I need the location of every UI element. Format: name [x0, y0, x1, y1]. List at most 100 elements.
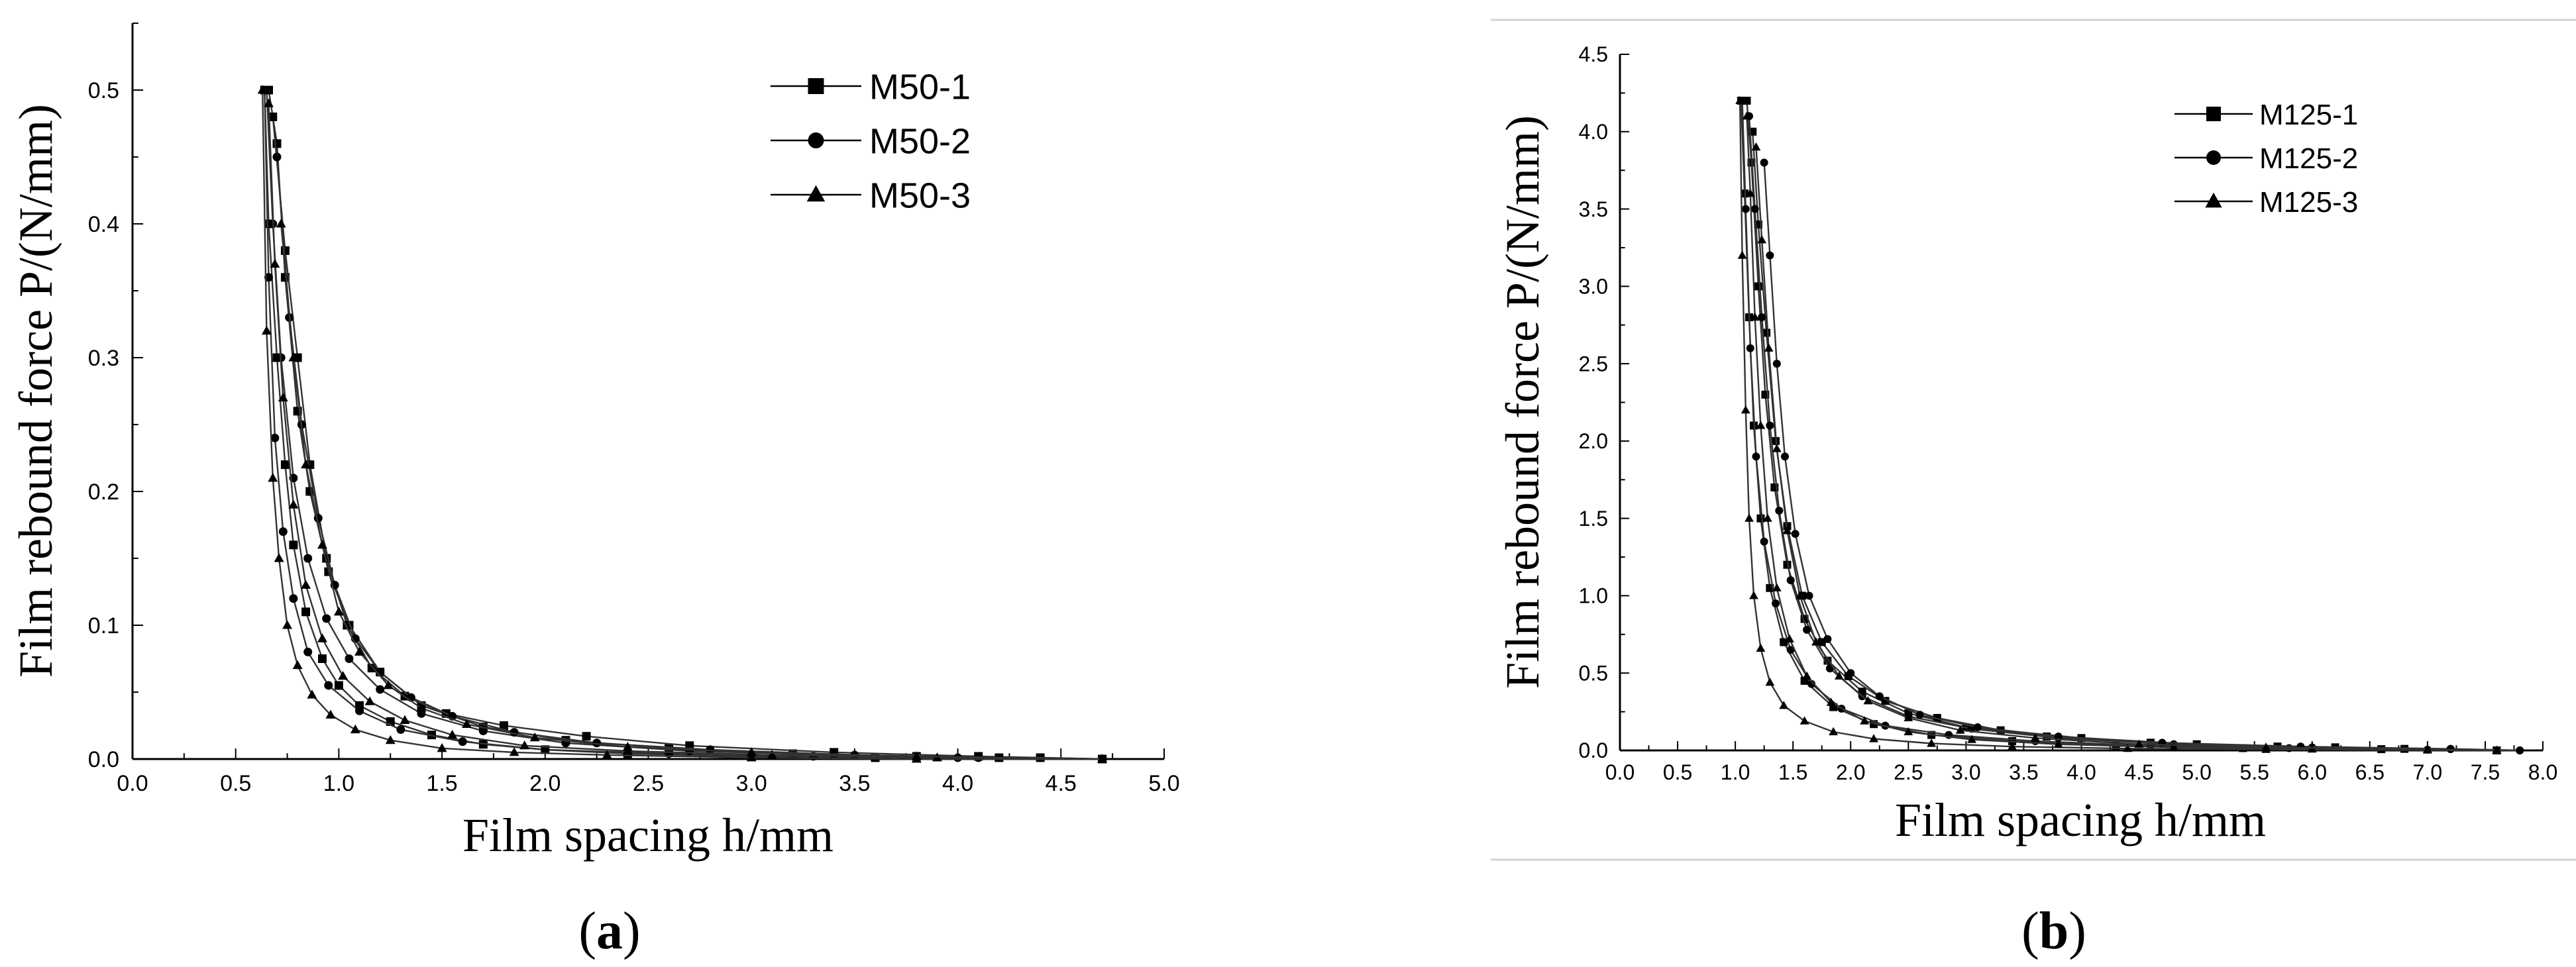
chart-b-series-1-point — [1780, 638, 1788, 646]
chart-b-series-3-point — [1802, 671, 1811, 680]
chart-b-x-tick-label: 2.0 — [1836, 760, 1865, 784]
chart-a-series-3-point — [317, 633, 327, 642]
chart-a-x-axis-title: Film spacing h/mm — [462, 809, 833, 862]
chart-a-series-3-point — [746, 752, 757, 762]
chart-a-series-2-point — [592, 738, 602, 748]
chart-b-legend-marker — [2206, 107, 2221, 121]
chart-a-series-2-point — [278, 527, 288, 536]
chart-a-series-2-point — [270, 433, 280, 442]
chart-b-x-tick-label: 0.0 — [1605, 760, 1635, 784]
chart-a-series-3-point — [301, 459, 311, 469]
chart-b-series-3-point — [1799, 716, 1809, 725]
chart-b-series-3-point — [1785, 634, 1794, 642]
chart-b-series-2-point — [1780, 452, 1789, 461]
chart-a-series-3-point — [746, 747, 757, 756]
chart-b-series-3-point — [1779, 701, 1789, 709]
chart-a-y-tick-label: 0.0 — [88, 747, 119, 772]
chart-b-x-axis-title: Film spacing h/mm — [1895, 793, 2266, 846]
chart-a-series-2-point — [303, 647, 313, 656]
chart-a-series-3-point — [268, 473, 278, 482]
chart-a-series-3-point — [437, 743, 447, 752]
chart-b-series-3-point — [1741, 405, 1750, 414]
chart-b-series-3-point — [2422, 744, 2432, 753]
chart-a-series-3-point — [292, 660, 303, 670]
chart-a-x-tick-label: 1.0 — [323, 771, 354, 796]
chart-b-panel-label: (b) — [2021, 902, 2086, 960]
chart-a-series-3-point — [333, 607, 344, 616]
chart-b-series-3-point — [1750, 312, 1760, 321]
chart-b-series-2-point — [1805, 591, 1813, 600]
chart-a-series-2-point — [706, 745, 715, 754]
chart-b-series-3-point — [1756, 643, 1766, 652]
chart-b-series-3-point — [1762, 513, 1772, 522]
chart-b-series-2-point — [1775, 506, 1784, 515]
chart-b-x-tick-label: 7.5 — [2471, 760, 2500, 784]
chart-a-series-1-point — [500, 721, 509, 730]
chart-a-series-3-point — [767, 750, 777, 759]
chart-a-series-3-point — [270, 258, 280, 268]
chart-a-series-3-point — [350, 724, 360, 734]
chart-b-series-2-point — [1766, 421, 1774, 430]
chart-b-series-2-point — [1760, 158, 1768, 167]
chart-b-series-3-point — [1782, 526, 1792, 534]
chart-b-series-1-point — [1754, 282, 1762, 291]
chart-b-series-3-point — [2261, 742, 2271, 751]
chart-a-series-2-point — [396, 725, 405, 735]
chart-b: 0.0 0.5 1.0 1.5 2.0 2.5 3.0 3.5 4.0 4.5 5.0 5.5 6.0 6… — [1496, 42, 2557, 960]
chart-b-y-tick-label: 1.5 — [1579, 507, 1608, 531]
chart-b-x-tick-label: 8.0 — [2528, 760, 2557, 784]
chart-b-y-tick-label: 4.5 — [1579, 42, 1608, 66]
chart-b-series-2-point — [1752, 452, 1760, 461]
chart-a-x-tick-label: 1.5 — [426, 771, 457, 796]
chart-a-series-2-point — [458, 737, 467, 746]
chart-b-series-3-point — [2053, 739, 2063, 748]
chart-a-series-3-point — [622, 742, 633, 751]
chart-b-series-3-point — [1749, 591, 1758, 599]
chart-b-series-2-point — [1847, 669, 1855, 678]
chart-a-legend-marker — [808, 132, 824, 148]
chart-b-legend-label: M125-1 — [2259, 99, 2358, 131]
chart-a-series-3-point — [602, 750, 612, 759]
chart-a-series-3-point — [288, 499, 299, 509]
chart-a-series-3-point — [529, 732, 540, 742]
chart-b-series-3-point — [1745, 189, 1755, 197]
chart-a-series-3-point — [317, 540, 327, 549]
chart-a-series-3-point — [416, 703, 427, 712]
chart-a-panel-label: (a) — [578, 902, 640, 960]
chart-b-series-2-point — [1973, 723, 1982, 731]
chart-b-y-tick-label: 0.0 — [1579, 738, 1608, 762]
chart-a-series-3-point — [509, 747, 519, 756]
chart-b-y-tick-label: 1.0 — [1579, 584, 1608, 608]
chart-a-y-axis-title: Film rebound force P/(N/mm) — [9, 104, 62, 678]
chart-b-series-2-point — [1750, 205, 1759, 213]
chart-a-series-2-point — [322, 614, 331, 623]
chart-b-series-2-point — [2446, 744, 2455, 753]
chart-b-series-3-point — [1955, 725, 1965, 734]
chart-b-series-3-line — [1746, 116, 2497, 752]
chart-a-series-2-point — [324, 681, 333, 690]
chart-b-series-1-point — [1881, 697, 1890, 705]
chart-a-x-tick-label: 4.0 — [942, 771, 973, 796]
chart-b-series-3-point — [1764, 343, 1774, 352]
chart-b-series-2-point — [1760, 537, 1768, 546]
chart-b-series-3-point — [2008, 741, 2017, 750]
chart-b-y-tick-label: 3.0 — [1579, 275, 1608, 299]
chart-b-series-2-point — [1741, 205, 1750, 213]
chart-b-series-3-point — [1751, 142, 1761, 151]
chart-a: 0.0 0.5 1.0 1.5 2.0 2.5 3.0 3.5 4.0 4.5 5.0 0.0 0.1 0… — [9, 23, 1180, 960]
chart-b-series-3-point — [1826, 697, 1836, 706]
chart-a-series-1-point — [289, 540, 298, 550]
chart-a-legend-marker — [806, 185, 826, 202]
chart-a-legend-label: M50-2 — [869, 121, 971, 161]
chart-a-series-3-point — [325, 709, 336, 719]
chart-a-series-2-point — [272, 152, 282, 162]
chart-a-x-tick-label: 4.5 — [1046, 771, 1077, 796]
chart-a-y-tick-label: 0.2 — [88, 480, 119, 505]
chart-a-series-3-point — [383, 680, 394, 689]
chart-a-x-tick-label: 0.5 — [220, 771, 251, 796]
chart-a-series-3-point — [385, 735, 396, 744]
chart-b-series-2-point — [1772, 599, 1780, 608]
chart-a-series-1-point — [317, 654, 327, 663]
chart-b-series-2-point — [2054, 732, 2063, 740]
chart-b-series-3-point — [1772, 444, 1782, 452]
